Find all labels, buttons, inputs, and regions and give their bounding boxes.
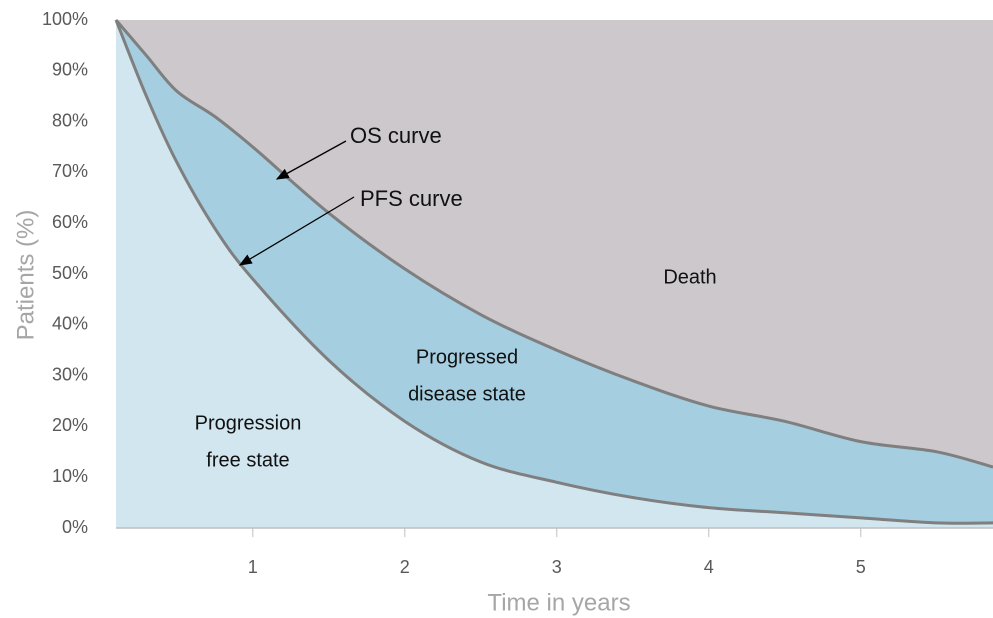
curve-line bbox=[114, 19, 993, 469]
area-death bbox=[116, 20, 993, 468]
curve-line bbox=[114, 19, 993, 525]
curve-annotation: PFS curve bbox=[360, 186, 463, 211]
y-tick-label: 0% bbox=[62, 517, 88, 537]
y-tick-label: 10% bbox=[52, 466, 88, 486]
x-tick-label: 5 bbox=[856, 557, 866, 577]
region-label: free state bbox=[206, 449, 289, 471]
y-axis-title: Patients (%) bbox=[12, 210, 39, 341]
region-label: Progressed bbox=[416, 346, 518, 368]
x-tick-label: 2 bbox=[400, 557, 410, 577]
annotation-arrow bbox=[238, 196, 355, 266]
y-tick-label: 100% bbox=[42, 9, 88, 29]
x-axis-title: Time in years bbox=[487, 589, 630, 616]
region-label: Progression bbox=[195, 412, 302, 434]
y-tick-label: 90% bbox=[52, 60, 88, 80]
y-tick-label: 60% bbox=[52, 212, 88, 232]
y-tick-label: 30% bbox=[52, 364, 88, 384]
region-label: Death bbox=[663, 266, 716, 288]
y-tick-label: 40% bbox=[52, 314, 88, 334]
y-tick-label: 70% bbox=[52, 161, 88, 181]
annotation-arrow bbox=[275, 140, 347, 180]
y-tick-label: 50% bbox=[52, 263, 88, 283]
plot-areas bbox=[116, 20, 993, 528]
x-tick-label: 4 bbox=[704, 557, 714, 577]
y-tick-label: 80% bbox=[52, 110, 88, 130]
y-tick-label: 20% bbox=[52, 415, 88, 435]
region-label: disease state bbox=[408, 383, 526, 405]
area-progression-free bbox=[116, 20, 993, 528]
x-tick-label: 3 bbox=[552, 557, 562, 577]
curve-annotation: OS curve bbox=[350, 123, 442, 148]
area-progressed bbox=[116, 20, 993, 524]
x-tick-label: 1 bbox=[248, 557, 258, 577]
